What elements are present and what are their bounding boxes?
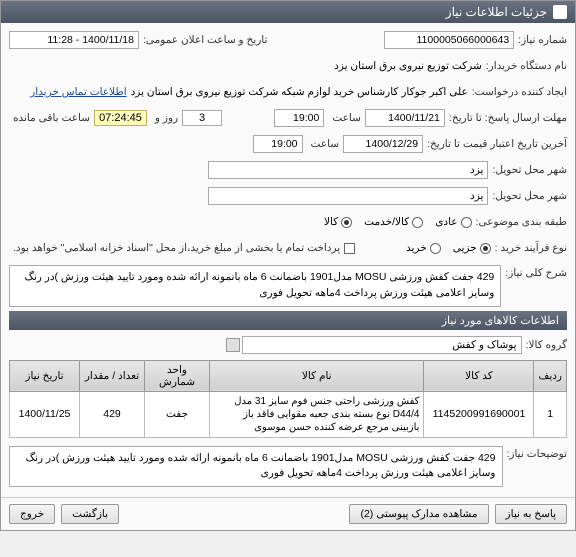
general-desc-box: 429 جفت کفش ورزشی MOSU مدل1901 باضمانت 6… bbox=[9, 265, 501, 307]
need-notes-label: توضیحات نیاز: bbox=[503, 444, 568, 460]
city-deliver-field: یزد bbox=[208, 187, 488, 205]
purchase-type-label: نوع فرآیند خرید : bbox=[491, 242, 567, 254]
exit-button[interactable]: خروج bbox=[9, 504, 55, 524]
header-title: جزئیات اطلاعات نیاز bbox=[446, 5, 547, 19]
contact-link[interactable]: اطلاعات تماس خریدار bbox=[30, 86, 126, 98]
cell-idx: 1 bbox=[534, 391, 567, 437]
days-label: روز و bbox=[151, 112, 178, 124]
items-header: اطلاعات کالاهای مورد نیاز bbox=[9, 311, 567, 330]
reply-button[interactable]: پاسخ به نیاز bbox=[495, 504, 567, 524]
col-code: کد کالا bbox=[424, 360, 534, 391]
purchase-opt-1: خرید bbox=[406, 242, 427, 254]
attachments-button[interactable]: مشاهده مدارک پیوستی (2) bbox=[349, 504, 488, 524]
grouping-radio-1[interactable] bbox=[412, 217, 423, 228]
purchase-opt-0: جزیی bbox=[453, 242, 477, 254]
city-need-label: شهر محل تحویل: bbox=[488, 164, 567, 176]
cell-code: 1145200991690001 bbox=[424, 391, 534, 437]
general-desc-label: شرح کلی نیاز: bbox=[501, 263, 567, 279]
countdown-suffix: ساعت باقی مانده bbox=[9, 112, 90, 124]
footer: پاسخ به نیاز مشاهده مدارک پیوستی (2) باز… bbox=[1, 497, 575, 530]
col-unit: واحد شمارش bbox=[145, 360, 210, 391]
group-field: پوشاک و کفش bbox=[242, 336, 522, 354]
table-row: 1 1145200991690001 کفش ورزشی راحتی جنس ف… bbox=[10, 391, 567, 437]
validity-time-label: ساعت bbox=[307, 138, 340, 150]
cell-unit: جفت bbox=[145, 391, 210, 437]
header-icon bbox=[553, 5, 567, 19]
back-button[interactable]: بازگشت bbox=[61, 504, 119, 524]
panel-header: جزئیات اطلاعات نیاز bbox=[1, 1, 575, 23]
cell-name: کفش ورزشی راحتی جنس فوم سایز 31 مدل D44/… bbox=[210, 391, 424, 437]
search-icon[interactable] bbox=[226, 338, 240, 352]
grouping-radio-2[interactable] bbox=[341, 217, 352, 228]
grouping-radio-0[interactable] bbox=[461, 217, 472, 228]
grouping-opt-1: کالا/خدمت bbox=[364, 216, 409, 228]
city-need-field: یزد bbox=[208, 161, 488, 179]
col-qty: تعداد / مقدار bbox=[80, 360, 145, 391]
items-table: ردیف کد کالا نام کالا واحد شمارش تعداد /… bbox=[9, 360, 567, 438]
cell-date: 1400/11/25 bbox=[10, 391, 80, 437]
main-panel: جزئیات اطلاعات نیاز شماره نیاز: 11000050… bbox=[0, 0, 576, 531]
need-notes-box: 429 جفت کفش ورزشی MOSU مدل1901 باضمانت 6… bbox=[9, 446, 503, 488]
col-idx: ردیف bbox=[534, 360, 567, 391]
col-name: نام کالا bbox=[210, 360, 424, 391]
form-body: شماره نیاز: 1100005066000643 تاریخ و ساع… bbox=[1, 23, 575, 497]
deadline-date-field: 1400/11/21 bbox=[365, 109, 445, 127]
deadline-label: مهلت ارسال پاسخ: تا تاریخ: bbox=[445, 112, 567, 124]
purchase-radio-0[interactable] bbox=[480, 243, 491, 254]
purchase-radio-1[interactable] bbox=[430, 243, 441, 254]
creator-value: علی اکبر جوکار کارشناس خرید لوازم شبکه ش… bbox=[131, 86, 468, 98]
countdown-field: 07:24:45 bbox=[94, 110, 147, 126]
deadline-time-label: ساعت bbox=[328, 112, 361, 124]
grouping-label: طبقه بندی موضوعی: bbox=[472, 216, 567, 228]
validity-date-field: 1400/12/29 bbox=[343, 135, 423, 153]
grouping-opt-2: کالا bbox=[324, 216, 338, 228]
deadline-time-field: 19:00 bbox=[274, 109, 324, 127]
group-label: گروه کالا: bbox=[522, 339, 567, 351]
validity-label: آخرین تاریخ اعتبار قیمت تا تاریخ: bbox=[423, 138, 567, 150]
payment-note: پرداخت تمام یا بخشی از مبلغ خرید،از محل … bbox=[9, 242, 340, 254]
grouping-radio-group: عادی کالا/خدمت کالا bbox=[324, 216, 472, 228]
buyer-label: نام دستگاه خریدار: bbox=[482, 60, 567, 72]
grouping-opt-0: عادی bbox=[435, 216, 457, 228]
col-date: تاریخ نیاز bbox=[10, 360, 80, 391]
public-datetime-field: 1400/11/18 - 11:28 bbox=[9, 31, 139, 49]
need-number-field: 1100005066000643 bbox=[384, 31, 514, 49]
validity-time-field: 19:00 bbox=[253, 135, 303, 153]
city-deliver-label: شهر محل تحویل: bbox=[488, 190, 567, 202]
days-field: 3 bbox=[182, 110, 222, 126]
creator-label: ایجاد کننده درخواست: bbox=[468, 86, 567, 98]
payment-checkbox[interactable] bbox=[344, 243, 355, 254]
public-datetime-label: تاریخ و ساعت اعلان عمومی: bbox=[139, 34, 267, 46]
cell-qty: 429 bbox=[80, 391, 145, 437]
buyer-value: شرکت توزیع نیروی برق استان یزد bbox=[334, 60, 482, 72]
need-number-label: شماره نیاز: bbox=[514, 34, 567, 46]
purchase-radio-group: جزیی خرید bbox=[406, 242, 491, 254]
